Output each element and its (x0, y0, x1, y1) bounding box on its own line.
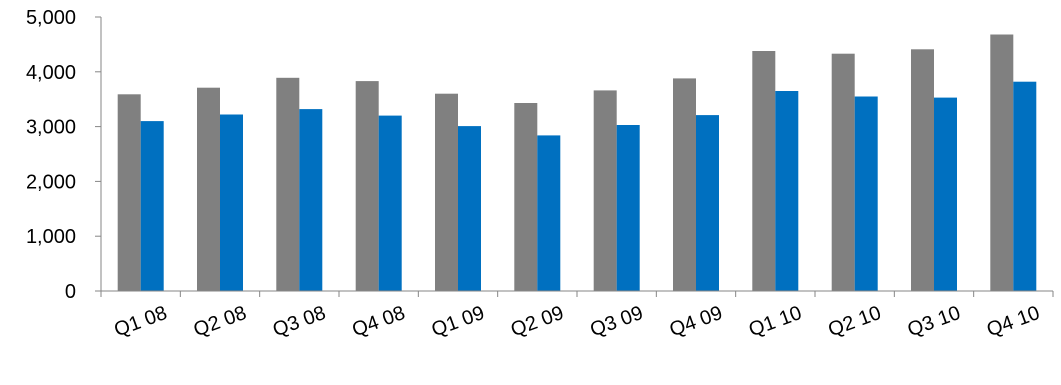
bar-series2-12 (1013, 81, 1037, 291)
bar-series2-6 (537, 135, 561, 291)
bar-series2-4 (378, 115, 402, 291)
y-tick-label: 2,000 (26, 171, 76, 193)
x-tick-label: Q1 09 (429, 302, 488, 341)
y-tick-label: 0 (65, 281, 76, 303)
bar-series1-3 (276, 77, 300, 291)
x-tick-label: Q1 10 (746, 302, 805, 341)
x-tick-label: Q3 08 (270, 302, 329, 341)
y-tick-label: 4,000 (26, 62, 76, 84)
bars-layer (117, 34, 1037, 292)
bar-series1-11 (911, 49, 934, 291)
bar-series2-3 (299, 109, 323, 291)
x-tick-label: Q4 08 (349, 302, 408, 341)
x-tick-label: Q2 08 (191, 302, 250, 341)
bar-series1-10 (831, 53, 855, 292)
x-tick-label: Q2 10 (825, 302, 884, 341)
bar-series2-1 (140, 121, 164, 291)
y-tick-label: 1,000 (26, 226, 76, 248)
bar-series1-1 (117, 94, 141, 291)
bar-series1-9 (752, 51, 776, 291)
x-tick-label: Q3 09 (587, 302, 646, 341)
bar-series1-12 (990, 34, 1014, 291)
x-tick-label: Q2 09 (508, 302, 567, 341)
bar-series2-8 (696, 115, 719, 291)
bar-series2-9 (775, 91, 799, 291)
x-tick-label: Q1 08 (111, 302, 170, 341)
bar-series1-4 (355, 81, 379, 291)
bar-series1-8 (673, 78, 696, 292)
x-tick-label: Q3 10 (905, 302, 964, 341)
bar-series2-11 (934, 97, 957, 291)
x-tick-label: Q4 09 (667, 302, 726, 341)
y-tick-label: 5,000 (26, 7, 76, 29)
bar-series1-2 (197, 87, 220, 291)
bar-series1-6 (514, 103, 538, 291)
x-tick-label: Q4 10 (984, 302, 1043, 341)
bar-series2-7 (616, 125, 640, 291)
bar-series2-10 (854, 96, 878, 291)
bar-series2-5 (458, 126, 481, 291)
bar-series1-7 (593, 90, 617, 292)
bar-series1-5 (435, 93, 458, 291)
axes-layer (95, 16, 1054, 297)
bar-series2-2 (220, 114, 243, 291)
y-tick-label: 3,000 (26, 117, 76, 139)
